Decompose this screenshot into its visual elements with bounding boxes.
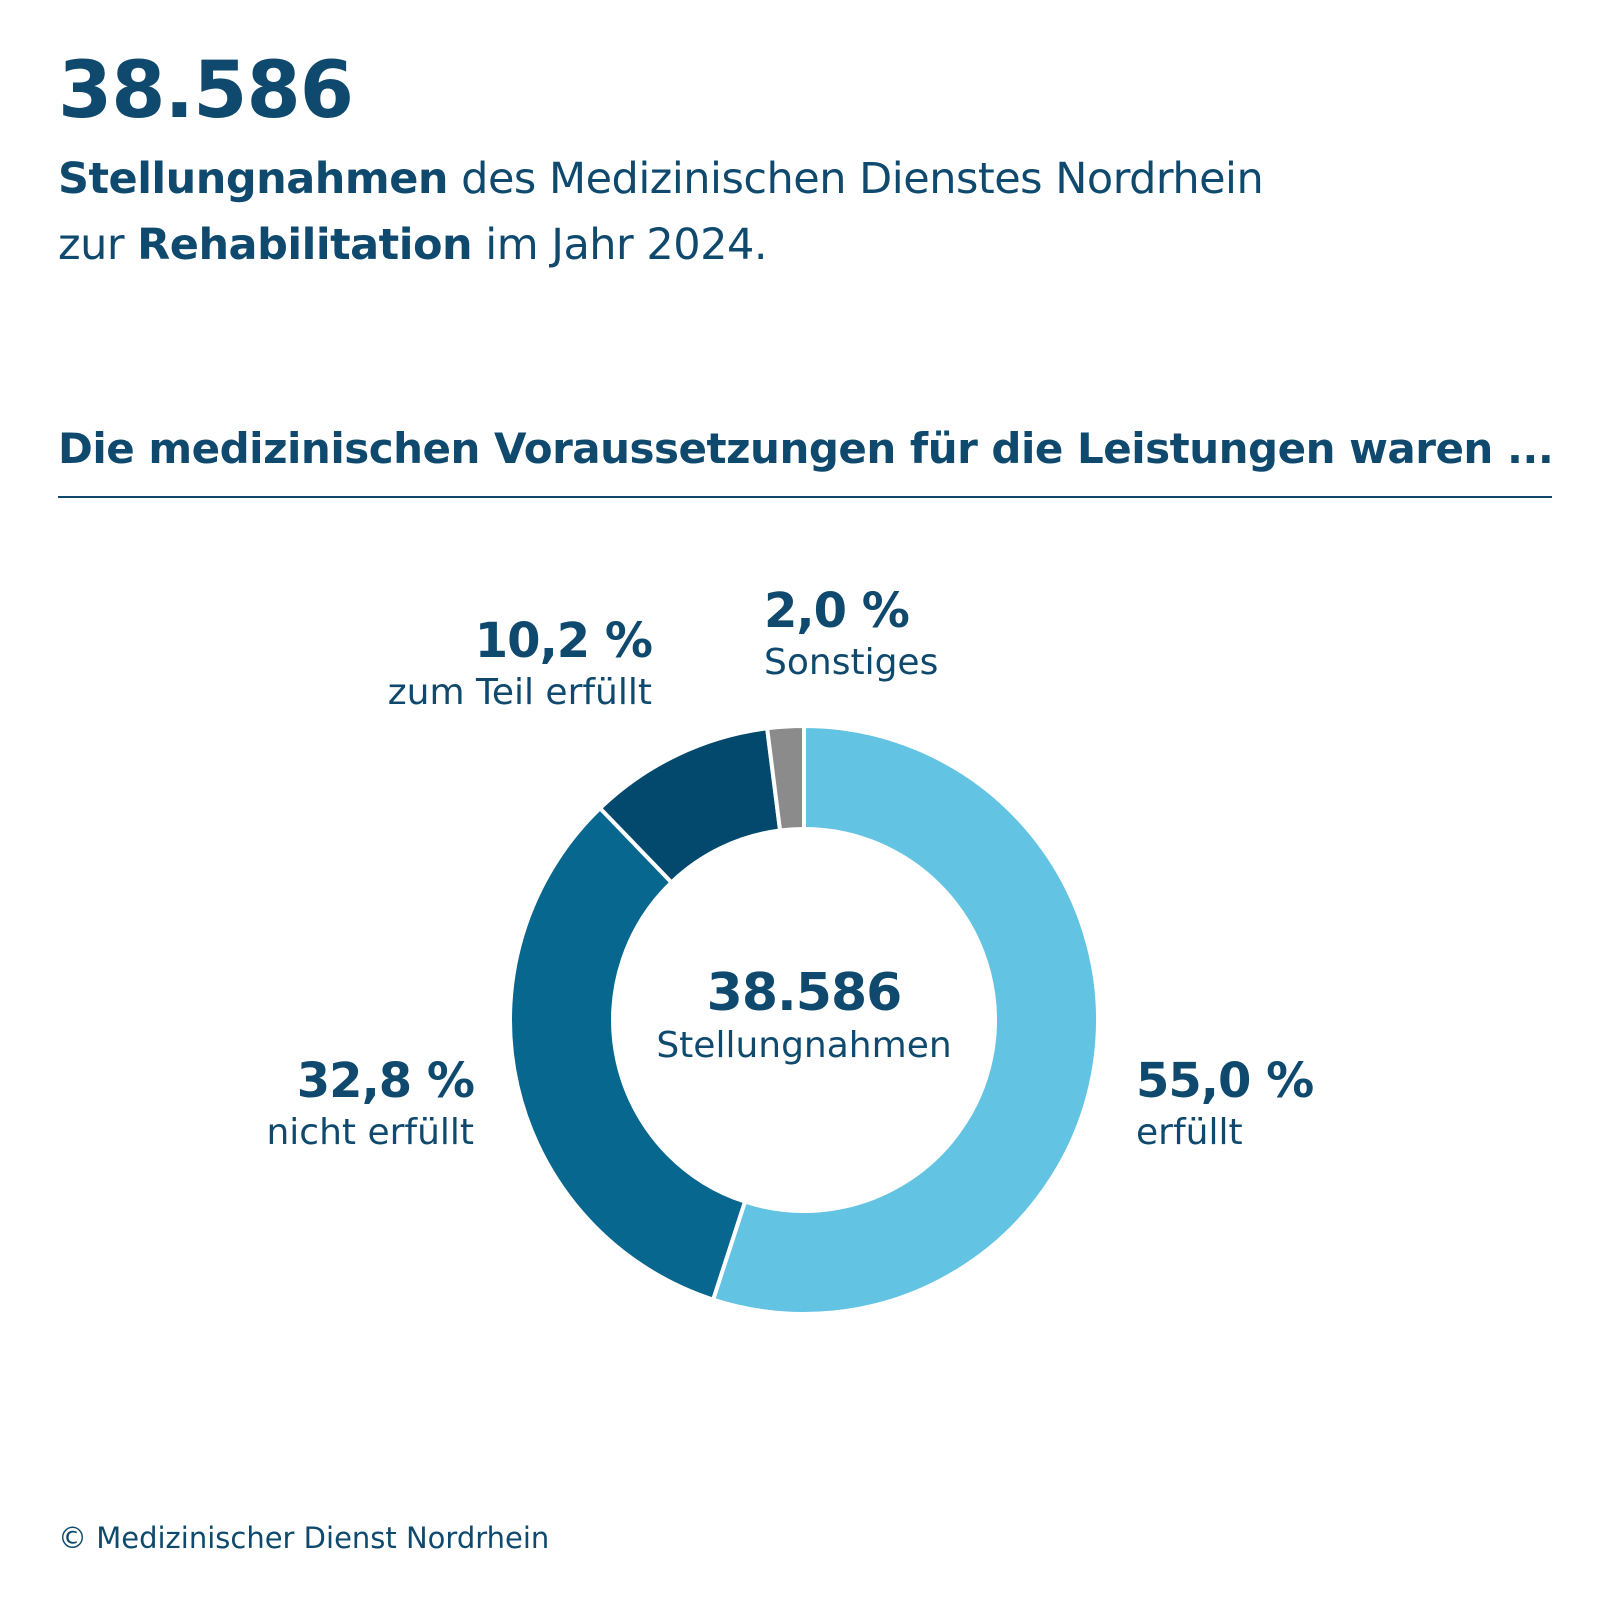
label-erfuellt-category: erfüllt (1136, 1112, 1243, 1153)
intro-bold-stellungnahmen: Stellungnahmen (58, 154, 449, 204)
label-zum-teil-erfuellt-percent: 10,2 % (474, 613, 653, 669)
headline-total: 38.586 (58, 46, 354, 136)
donut-center-total: 38.586 Stellungnahmen (604, 962, 1004, 1068)
center-total-value: 38.586 (706, 963, 903, 1023)
intro-bold-rehabilitation: Rehabilitation (137, 220, 473, 270)
intro-line2-end: im Jahr 2024. (472, 220, 767, 270)
label-sonstiges: 2,0 % Sonstiges (764, 582, 938, 686)
section-title: Die medizinischen Voraussetzungen für di… (58, 424, 1554, 473)
label-erfuellt: 55,0 % erfüllt (1136, 1052, 1314, 1156)
intro-text: Stellungnahmen des Medizinischen Dienste… (58, 146, 1458, 278)
label-sonstiges-percent: 2,0 % (764, 583, 910, 639)
donut-slice-erfuellt (710, 723, 1100, 1316)
center-total-label: Stellungnahmen (656, 1025, 952, 1066)
label-zum-teil-erfuellt-category: zum Teil erfüllt (387, 672, 652, 713)
label-nicht-erfuellt-percent: 32,8 % (296, 1053, 475, 1109)
intro-line2-start: zur (58, 220, 138, 270)
label-nicht-erfuellt-category: nicht erfüllt (266, 1112, 474, 1153)
donut-slice-Sonstiges (764, 723, 806, 833)
label-nicht-erfuellt: 32,8 % nicht erfüllt (266, 1052, 475, 1156)
label-zum-teil-erfuellt: 10,2 % zum Teil erfüllt (387, 612, 653, 716)
donut-slice-nicht-erfuellt (508, 805, 748, 1303)
label-erfuellt-percent: 55,0 % (1136, 1053, 1314, 1109)
intro-line1-rest: des Medizinischen Dienstes Nordrhein (448, 154, 1264, 204)
label-sonstiges-category: Sonstiges (764, 642, 939, 683)
copyright-footer: © Medizinischer Dienst Nordrhein (58, 1521, 550, 1555)
title-divider (58, 496, 1552, 498)
